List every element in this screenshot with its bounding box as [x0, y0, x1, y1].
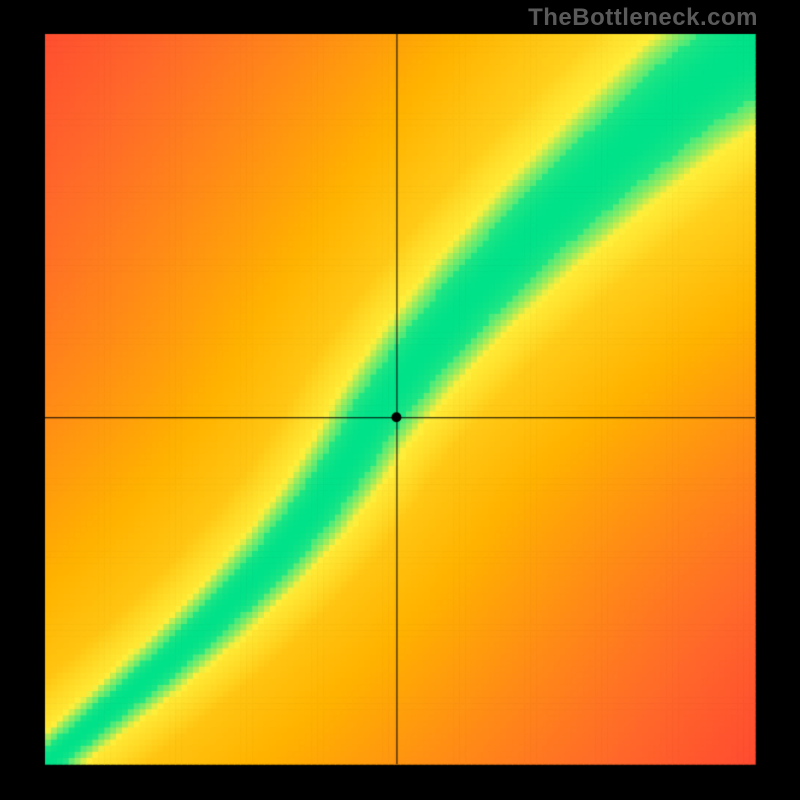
figure-frame: { "watermark": "TheBottleneck.com", "can… [0, 0, 800, 800]
watermark-text: TheBottleneck.com [528, 4, 758, 32]
heatmap-canvas [0, 0, 800, 800]
